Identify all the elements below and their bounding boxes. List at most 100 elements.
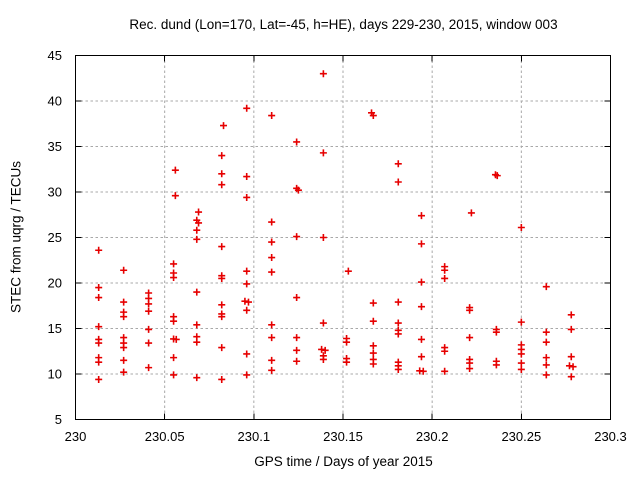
data-point-marker (195, 219, 203, 227)
data-point-marker (293, 294, 301, 302)
data-point-marker (394, 365, 402, 373)
data-point-marker (321, 346, 329, 354)
data-point-marker (293, 138, 301, 146)
data-point-marker (243, 193, 251, 201)
data-point-marker (220, 122, 228, 130)
data-point-marker (95, 246, 103, 254)
data-point-marker (417, 353, 425, 361)
data-point-marker (244, 298, 252, 306)
data-point-marker (542, 328, 550, 336)
data-point-marker (95, 294, 103, 302)
y-tick-label: 15 (48, 321, 62, 336)
data-point-marker (569, 363, 577, 371)
data-point-marker (120, 344, 128, 352)
data-point-marker (170, 371, 178, 379)
data-point-marker (542, 283, 550, 291)
data-point-marker (319, 234, 327, 241)
data-point-marker (243, 267, 251, 275)
data-point-marker (218, 344, 226, 352)
x-axis-label: GPS time / Days of year 2015 (254, 454, 433, 469)
y-tick-label: 10 (48, 367, 62, 382)
y-tick-label: 30 (48, 185, 62, 200)
data-point-marker (145, 339, 153, 347)
data-point-marker (293, 346, 301, 354)
data-point-marker (567, 325, 575, 333)
data-point-marker (193, 374, 201, 382)
data-point-marker (369, 112, 377, 120)
x-tick-label: 230.25 (501, 429, 541, 444)
data-point-marker (243, 306, 251, 314)
data-point-marker (218, 301, 226, 309)
data-point-marker (417, 278, 425, 286)
data-point-marker (218, 313, 226, 321)
data-point-marker (170, 274, 178, 282)
data-point-marker (542, 338, 550, 346)
data-point-marker (145, 307, 153, 315)
y-tick-label: 5 (55, 412, 62, 427)
data-point-marker (466, 306, 474, 314)
y-tick-label: 25 (48, 230, 62, 245)
data-point-marker (369, 349, 377, 357)
data-point-marker (268, 112, 276, 120)
data-point-marker (441, 347, 449, 355)
y-tick-label: 35 (48, 139, 62, 154)
data-point-marker (268, 238, 276, 246)
data-point-marker (492, 361, 500, 369)
data-point-marker (218, 274, 226, 282)
y-tick-label: 40 (48, 94, 62, 109)
data-point-marker (517, 223, 525, 231)
x-tick-label: 230.3 (594, 429, 627, 444)
y-tick-label: 20 (48, 276, 62, 291)
data-point-marker (542, 371, 550, 379)
data-point-marker (268, 356, 276, 364)
data-point-marker (243, 173, 251, 181)
data-point-marker (120, 356, 128, 364)
data-point-marker (542, 354, 550, 362)
data-point-marker (268, 254, 276, 262)
data-point-marker (419, 367, 427, 375)
data-point-marker (172, 335, 180, 343)
data-point-marker (466, 365, 474, 373)
data-point-marker (268, 268, 276, 276)
data-point-marker (170, 354, 178, 362)
data-point-marker (218, 152, 226, 160)
chart-title: Rec. dund (Lon=170, Lat=-45, h=HE), days… (129, 17, 558, 32)
y-tick-label: 45 (48, 48, 62, 63)
data-point-marker (120, 368, 128, 376)
data-point-marker (170, 260, 178, 268)
data-point-marker (95, 339, 103, 347)
data-point-marker (95, 284, 103, 292)
data-point-marker (343, 358, 351, 366)
data-point-marker (394, 330, 402, 338)
data-point-marker (241, 297, 249, 305)
data-point-marker (95, 375, 103, 383)
data-point-marker (195, 208, 203, 216)
data-point-marker (567, 311, 575, 319)
data-point-marker (343, 338, 351, 346)
data-point-marker (369, 342, 377, 350)
data-point-marker (467, 209, 475, 217)
data-point-marker (193, 288, 201, 296)
x-tick-label: 230 (65, 429, 87, 444)
data-point-marker (542, 361, 550, 369)
data-point-marker (441, 266, 449, 274)
data-point-marker (193, 321, 201, 329)
data-point-marker (319, 70, 327, 78)
data-point-marker (417, 303, 425, 311)
data-point-marker (369, 317, 377, 325)
data-point-marker (517, 350, 525, 358)
data-point-marker (394, 319, 402, 327)
data-point-marker (318, 345, 326, 353)
data-point-marker (171, 166, 179, 174)
data-point-marker (565, 362, 573, 370)
data-point-marker (417, 212, 425, 220)
data-point-marker (394, 298, 402, 306)
data-point-marker (466, 334, 474, 342)
data-point-marker (319, 149, 327, 157)
data-point-marker (293, 357, 301, 365)
x-tick-label: 230.15 (323, 429, 363, 444)
data-point-marker (120, 313, 128, 321)
data-point-marker (243, 104, 251, 112)
data-point-marker (193, 226, 201, 234)
